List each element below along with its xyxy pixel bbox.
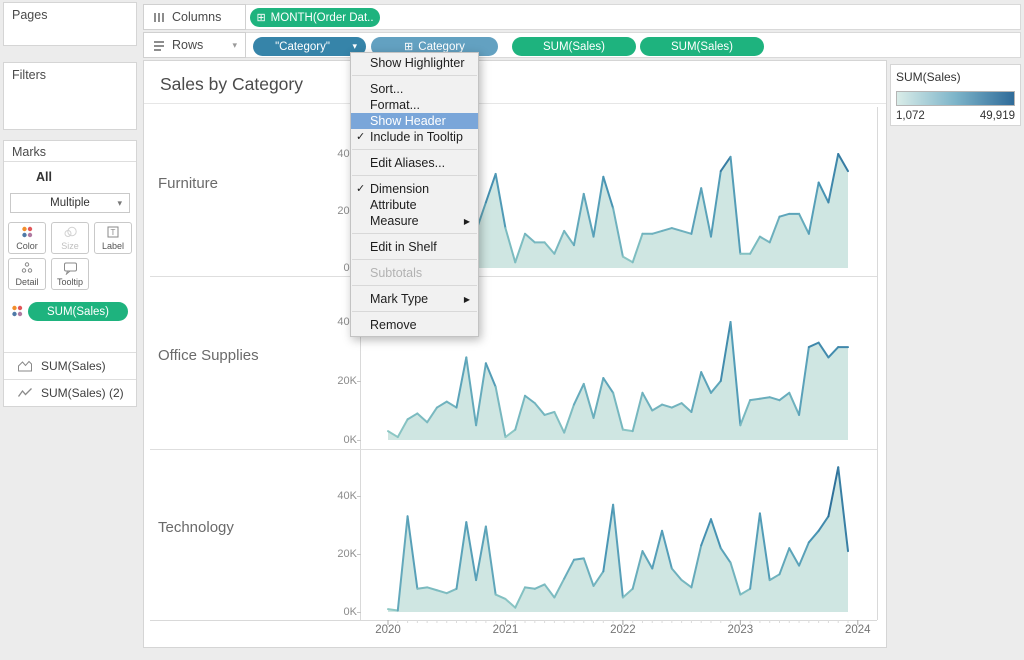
filters-shelf[interactable] [3, 62, 137, 130]
pill-month-order-dat[interactable]: ⊞ MONTH(Order Dat.. [250, 8, 380, 27]
y-axis-tick-label: 20K [337, 375, 357, 387]
menu-separator [351, 71, 478, 81]
legend-min-value: 1,072 [896, 110, 925, 122]
chart-title: Sales by Category [160, 74, 303, 94]
menu-item-subtotals: Subtotals [370, 266, 423, 280]
mark-type-value: Multiple [50, 197, 90, 209]
size-button: Size [51, 222, 89, 254]
x-axis-year-label: 2021 [492, 624, 519, 636]
tooltip-button[interactable]: Tooltip [51, 258, 89, 290]
x-axis-ticks [387, 620, 859, 625]
x-axis-year-label: 2024 [844, 624, 871, 636]
columns-shelf-label: Columns [172, 10, 222, 24]
columns-icon [153, 11, 165, 23]
menu-item-format[interactable]: Format... [370, 98, 421, 112]
pill-label: MONTH(Order Dat.. [270, 11, 374, 24]
area-chart-icon [17, 359, 33, 373]
menu-item-attribute[interactable]: Attribute [370, 198, 417, 212]
menu-item-include-in-tooltip[interactable]: ✓ Include in Tooltip [356, 130, 463, 144]
y-axis-tick-label: 0K [343, 434, 357, 446]
office-supplies-area-chart[interactable] [361, 277, 877, 446]
color-button[interactable]: Color [8, 222, 46, 254]
pill-sum-sales[interactable]: SUM(Sales) [28, 302, 128, 321]
y-axis-tick-label: 20K [337, 548, 357, 560]
expand-icon[interactable]: ⊞ [256, 12, 266, 24]
menu-separator [351, 145, 478, 155]
pill-label: SUM(Sales) [543, 40, 605, 53]
menu-item-show-header[interactable]: Show Header [351, 113, 478, 129]
pill-context-menu: Show Highlighter Sort... Format... Show Hea… [350, 52, 479, 337]
svg-text:T: T [111, 228, 116, 237]
row-header-office-supplies[interactable]: Office Supplies [158, 347, 259, 364]
label-button[interactable]: T Label [94, 222, 132, 254]
menu-item-edit-in-shelf[interactable]: Edit in Shelf [370, 240, 437, 254]
y-axis-tick-label: 0K [343, 606, 357, 618]
mark-type-dropdown[interactable]: Multiple ▾ [10, 193, 130, 213]
legend-max-value: 49,919 [979, 110, 1015, 122]
menu-separator [351, 281, 478, 291]
x-axis-year-label: 2023 [727, 624, 754, 636]
expand-icon[interactable]: ⊞ [404, 41, 414, 53]
row-header-furniture[interactable]: Furniture [158, 175, 219, 192]
color-icon [10, 304, 24, 318]
measure-card-sum-sales[interactable]: SUM(Sales) [3, 353, 137, 379]
legend-gradient-bar[interactable] [896, 91, 1015, 106]
menu-item-mark-type[interactable]: Mark Type ▶ [370, 292, 470, 306]
columns-shelf-label-box[interactable]: Columns [143, 4, 246, 30]
legend-title: SUM(Sales) [896, 70, 961, 84]
marks-tab-all[interactable]: All [36, 170, 52, 184]
x-axis-year-label: 2022 [610, 624, 636, 636]
label-icon: T [106, 225, 120, 239]
menu-separator [351, 255, 478, 265]
pill-label: "Category" [275, 40, 330, 53]
chevron-down-icon: ▾ [117, 197, 122, 208]
pages-label: Pages [12, 8, 48, 22]
menu-item-sort[interactable]: Sort... [370, 82, 404, 96]
x-axis-year-label: 2020 [375, 624, 401, 636]
measure-card-sum-sales-2[interactable]: SUM(Sales) (2) [3, 380, 137, 406]
submenu-arrow-icon: ▶ [463, 217, 470, 226]
y-axis-tick-label: 40K [337, 490, 357, 502]
filters-label: Filters [12, 68, 47, 82]
pill-caret-icon[interactable]: ▾ [352, 41, 357, 51]
menu-item-edit-aliases[interactable]: Edit Aliases... [370, 156, 446, 170]
menu-item-show-highlighter[interactable]: Show Highlighter [370, 56, 465, 70]
marks-label: Marks [12, 145, 47, 159]
menu-item-measure[interactable]: Measure ▶ [370, 214, 470, 228]
size-icon [63, 225, 77, 239]
pill-sum-sales[interactable]: SUM(Sales) [640, 37, 764, 56]
rows-shelf-label: Rows [172, 38, 204, 52]
detail-icon [20, 261, 34, 275]
pill-sum-sales[interactable]: SUM(Sales) [512, 37, 636, 56]
menu-separator [351, 229, 478, 239]
detail-button[interactable]: Detail [8, 258, 46, 290]
color-icon [20, 225, 34, 239]
row-header-technology[interactable]: Technology [158, 519, 234, 536]
checkmark-icon: ✓ [356, 131, 366, 143]
menu-item-dimension[interactable]: ✓ Dimension [356, 182, 430, 196]
rows-shelf-caret-icon[interactable]: ▾ [232, 39, 237, 50]
checkmark-icon: ✓ [356, 183, 366, 195]
menu-item-remove[interactable]: Remove [370, 318, 417, 332]
rows-shelf-label-box[interactable]: Rows ▾ [143, 32, 246, 58]
menu-separator [351, 171, 478, 181]
tooltip-icon [63, 261, 78, 275]
pill-label: SUM(Sales) [47, 305, 109, 318]
pill-category[interactable]: ⊞ Category [371, 37, 498, 56]
submenu-arrow-icon: ▶ [463, 295, 470, 304]
furniture-area-chart[interactable] [361, 107, 877, 273]
pill-label: Category [418, 40, 465, 53]
rows-icon [153, 39, 165, 51]
pill-label: SUM(Sales) [671, 40, 733, 53]
pill-category[interactable]: "Category" ▾ [253, 37, 366, 56]
line-chart-icon [17, 386, 33, 400]
pages-shelf[interactable] [3, 2, 137, 46]
menu-separator [351, 307, 478, 317]
technology-area-chart[interactable] [361, 450, 877, 618]
